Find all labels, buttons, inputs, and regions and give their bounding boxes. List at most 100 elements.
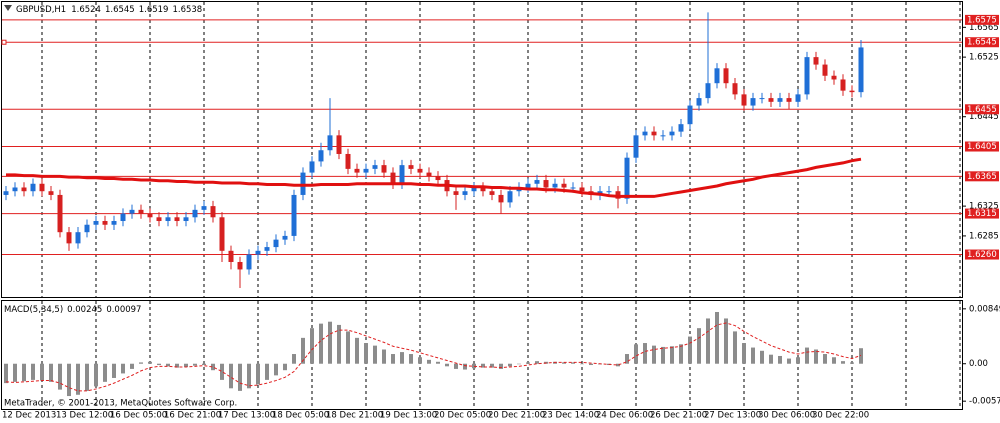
macd-bar bbox=[85, 363, 89, 391]
macd-title: MACD(5,34,5) bbox=[4, 305, 63, 315]
macd-bar bbox=[625, 354, 629, 364]
macd-bar bbox=[769, 354, 773, 364]
candle-body bbox=[156, 217, 162, 222]
macd-bar bbox=[859, 348, 863, 364]
level-label-box bbox=[965, 141, 999, 152]
candle-body bbox=[120, 213, 126, 222]
main-panel bbox=[1, 1, 963, 298]
candle-body bbox=[408, 165, 414, 169]
macd-bar bbox=[4, 363, 8, 384]
y-tick-label: 1.6325 bbox=[969, 202, 999, 212]
candle-body bbox=[12, 187, 18, 192]
macd-bar bbox=[238, 363, 242, 391]
symbol-icon bbox=[4, 5, 12, 11]
macd-bar bbox=[139, 362, 143, 364]
x-tick-label: 19 Dec 13:00 bbox=[380, 411, 437, 421]
candle-body bbox=[381, 165, 387, 173]
candle-body bbox=[687, 105, 693, 125]
candle-body bbox=[606, 191, 612, 193]
candle-body bbox=[570, 187, 576, 189]
candle-body bbox=[813, 57, 819, 65]
macd-bar bbox=[301, 337, 305, 364]
candle-body bbox=[282, 235, 288, 240]
candle-body bbox=[210, 206, 216, 218]
level-label: 1.6260 bbox=[967, 250, 997, 260]
macd-bar bbox=[679, 344, 683, 364]
macd-bar bbox=[670, 346, 674, 364]
macd-bar bbox=[787, 358, 791, 364]
macd-bar bbox=[823, 354, 827, 364]
candle-body bbox=[318, 150, 324, 162]
macd-bar bbox=[814, 349, 818, 364]
macd-bar bbox=[175, 363, 179, 368]
macd-bar bbox=[688, 336, 692, 364]
x-tick-label: 27 Dec 13:00 bbox=[704, 411, 761, 421]
candle-body bbox=[57, 194, 63, 233]
x-tick-label: 17 Dec 13:00 bbox=[218, 411, 275, 421]
x-tick-label: 18 Dec 05:00 bbox=[272, 411, 329, 421]
candle-body bbox=[822, 64, 828, 76]
macd-bar bbox=[184, 363, 188, 367]
macd-bar bbox=[220, 363, 224, 380]
y-tick-label: 1.6285 bbox=[969, 231, 999, 241]
level-label-box bbox=[965, 171, 999, 182]
macd-bar bbox=[490, 363, 494, 368]
macd-bar bbox=[796, 357, 800, 364]
candle-body bbox=[147, 213, 153, 218]
candle-body bbox=[246, 254, 252, 270]
header-value: 1.6538 bbox=[172, 5, 202, 15]
macd-bar bbox=[724, 318, 728, 364]
macd-bar bbox=[652, 345, 656, 364]
candle-body bbox=[849, 90, 855, 93]
macd-bar bbox=[148, 361, 152, 364]
macd-bar bbox=[274, 363, 278, 376]
moving-average bbox=[6, 157, 862, 198]
x-tick-label: 24 Dec 06:00 bbox=[596, 411, 653, 421]
x-tick-label: 13 Dec 12:00 bbox=[56, 411, 113, 421]
candle-body bbox=[363, 168, 369, 173]
candle-body bbox=[732, 83, 738, 95]
candle-body bbox=[777, 98, 783, 102]
macd-bar bbox=[166, 363, 170, 367]
chart-header: GBPUSD,H1 1.6524 1.6545 1.6519 1.6538 bbox=[16, 5, 202, 15]
macd-bar bbox=[355, 337, 359, 364]
header-value: 0.00097 bbox=[106, 305, 141, 315]
y-tick-label: 1.6565 bbox=[969, 23, 999, 33]
macd-bar bbox=[292, 354, 296, 364]
macd-bar bbox=[346, 331, 350, 364]
macd-bar bbox=[364, 343, 368, 364]
macd-bar bbox=[76, 363, 80, 395]
macd-bar bbox=[22, 363, 26, 382]
candle-body bbox=[219, 217, 225, 251]
macd-bar bbox=[589, 363, 593, 366]
level-label: 1.6455 bbox=[967, 105, 997, 115]
macd-bar bbox=[526, 362, 530, 364]
y-tick-label: 1.6525 bbox=[969, 53, 999, 63]
candle-body bbox=[30, 183, 36, 192]
level-label-box bbox=[965, 104, 999, 115]
macd-bar bbox=[283, 363, 287, 371]
candle-body bbox=[534, 180, 540, 184]
x-tick-label: 23 Dec 14:00 bbox=[542, 411, 599, 421]
macd-bar bbox=[751, 347, 755, 364]
macd-bar bbox=[850, 362, 854, 364]
macd-bar bbox=[247, 363, 251, 389]
macd-bar bbox=[634, 344, 638, 364]
candle-body bbox=[786, 98, 792, 102]
x-tick-label: 20 Dec 05:00 bbox=[434, 411, 491, 421]
candle-body bbox=[507, 191, 513, 203]
macd-bar bbox=[256, 363, 260, 385]
macd-bar bbox=[733, 331, 737, 364]
candle-body bbox=[201, 206, 207, 210]
candle-body bbox=[102, 221, 108, 225]
candle-body bbox=[183, 217, 189, 222]
candle-body bbox=[705, 83, 711, 99]
macd-bar bbox=[427, 359, 431, 364]
level-label: 1.6365 bbox=[967, 172, 997, 182]
candle-body bbox=[552, 183, 558, 188]
candle-body bbox=[831, 75, 837, 80]
candle-body bbox=[129, 209, 135, 214]
selection-handle bbox=[1, 39, 7, 45]
candle-body bbox=[174, 217, 180, 222]
x-tick-label: 30 Dec 06:00 bbox=[758, 411, 815, 421]
